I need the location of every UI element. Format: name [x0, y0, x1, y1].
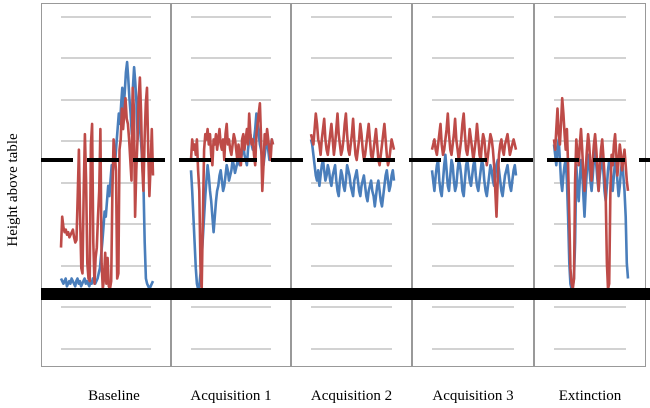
series-red-acquisition-1: [189, 102, 275, 291]
table-level-line: [41, 288, 650, 300]
series-blue-acquisition-2: [309, 139, 396, 208]
panel-layer: [41, 3, 646, 367]
category-label-acquisition-1: Acquisition 1: [190, 388, 271, 404]
series-blue-acquisition-1: [189, 112, 275, 291]
category-label-extinction: Extinction: [559, 388, 622, 404]
series-layer: [59, 60, 630, 291]
category-label-acquisition-3: Acquisition 3: [432, 388, 513, 404]
panel-frame-acquisition-2: [291, 3, 412, 367]
series-red-extinction: [552, 96, 630, 291]
y-axis-label: Height above table: [5, 133, 21, 247]
reference-layer: [41, 158, 650, 300]
panel-frame-acquisition-1: [171, 3, 291, 367]
category-label-acquisition-2: Acquisition 2: [311, 388, 392, 404]
series-red-baseline: [59, 76, 155, 291]
series-blue-acquisition-3: [430, 153, 518, 198]
panel-frame-baseline: [41, 3, 171, 367]
category-label-baseline: Baseline: [88, 388, 140, 404]
panel-frame-extinction: [534, 3, 646, 367]
label-layer: Baseline Acquisition 1 Acquisition 2 Acquis…: [88, 388, 622, 404]
series-red-acquisition-3: [430, 112, 518, 218]
panel-frame-acquisition-3: [412, 3, 534, 367]
